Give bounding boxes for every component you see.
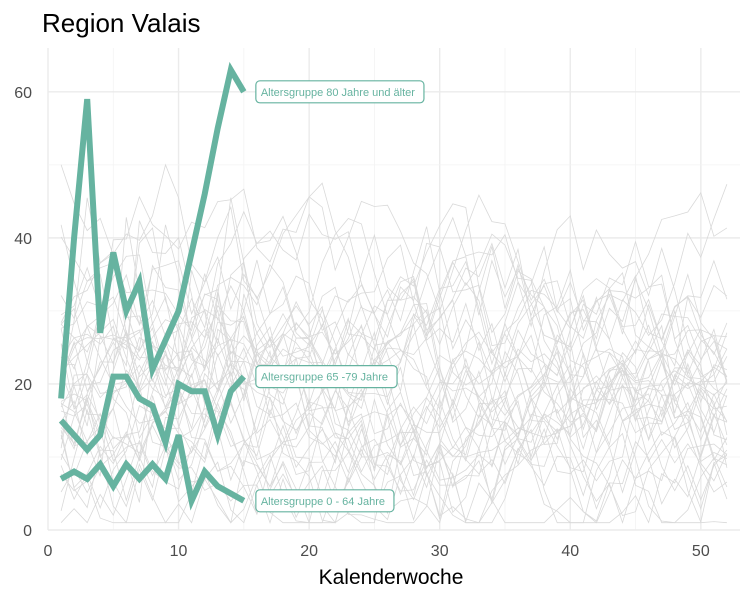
series-annotation: Altersgruppe 80 Jahre und älter: [255, 80, 425, 104]
background-line: [60, 388, 728, 509]
x-tick-labels: 0 10 20 30 40 50: [44, 543, 710, 560]
series-annotation: Altersgruppe 0 - 64 Jahre: [255, 489, 395, 513]
annotation-box: [255, 365, 398, 389]
chart-title: Region Valais: [42, 8, 201, 38]
background-lines: [60, 163, 728, 525]
x-tick-label: 10: [170, 543, 188, 560]
background-line: [60, 226, 728, 378]
background-line: [60, 264, 728, 445]
series-line: [58, 373, 247, 455]
x-tick-label: 50: [692, 543, 710, 560]
x-tick-label: 0: [44, 543, 53, 560]
y-tick-labels: 0 20 40 60: [14, 85, 32, 540]
background-line: [60, 227, 728, 488]
background-line: [60, 360, 727, 524]
y-tick-label: 40: [14, 231, 32, 248]
annotation-label: Altersgruppe 0 - 64 Jahre: [261, 496, 385, 508]
series-annotation: Altersgruppe 65 -79 Jahre: [255, 365, 398, 389]
background-line: [60, 233, 728, 424]
background-line: [60, 242, 728, 431]
background-line: [60, 203, 728, 394]
series-annotations: Altersgruppe 80 Jahre und älter Altersgru…: [255, 80, 425, 513]
series-line: [59, 434, 246, 511]
background-line: [60, 218, 728, 410]
background-line: [60, 215, 728, 395]
x-axis-title: Kalenderwoche: [319, 566, 464, 589]
background-line: [60, 325, 728, 492]
x-tick-label: 30: [431, 543, 449, 560]
background-line: [60, 191, 728, 345]
background-line: [60, 400, 728, 524]
y-tick-label: 20: [14, 377, 32, 394]
annotation-box: [255, 80, 425, 104]
background-line: [60, 325, 728, 482]
x-tick-label: 40: [561, 543, 579, 560]
series-line: [58, 61, 247, 399]
y-tick-label: 60: [14, 85, 32, 102]
y-tick-label: 0: [23, 523, 32, 540]
background-line: [60, 270, 728, 501]
background-line: [60, 163, 728, 398]
series-lines: [58, 61, 247, 511]
background-line: [60, 349, 728, 524]
background-line: [60, 224, 728, 465]
x-tick-label: 20: [300, 543, 318, 560]
annotation-label: Altersgruppe 65 -79 Jahre: [261, 372, 388, 384]
background-line: [60, 184, 728, 353]
annotation-label: Altersgruppe 80 Jahre und älter: [261, 87, 415, 99]
annotation-box: [255, 489, 395, 513]
